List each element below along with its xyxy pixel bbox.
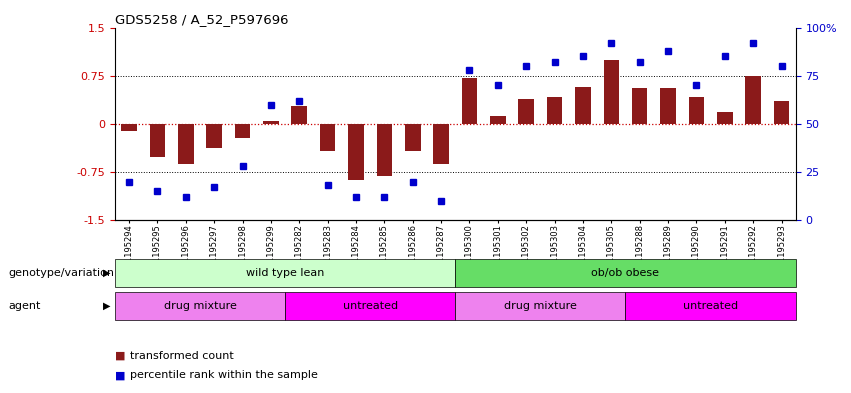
Bar [178, 124, 194, 163]
Bar [376, 124, 392, 176]
Bar [405, 124, 420, 151]
Bar [291, 107, 307, 124]
Text: agent: agent [9, 301, 41, 311]
Bar [717, 112, 733, 124]
Bar [263, 121, 278, 124]
Text: ob/ob obese: ob/ob obese [591, 268, 660, 278]
Bar [546, 97, 563, 124]
Bar [745, 75, 761, 124]
Text: GDS5258 / A_52_P597696: GDS5258 / A_52_P597696 [115, 13, 288, 26]
Text: ■: ■ [115, 351, 125, 361]
Text: ▶: ▶ [103, 301, 110, 311]
Text: percentile rank within the sample: percentile rank within the sample [130, 370, 318, 380]
Text: genotype/variation: genotype/variation [9, 268, 115, 278]
Bar [320, 124, 335, 151]
Text: wild type lean: wild type lean [246, 268, 324, 278]
Bar [774, 101, 790, 124]
Bar [518, 99, 534, 124]
Bar [575, 86, 591, 124]
Bar [461, 77, 477, 124]
Bar [660, 88, 676, 124]
Bar [688, 97, 705, 124]
Bar [433, 124, 449, 163]
Text: drug mixture: drug mixture [163, 301, 237, 311]
Bar [235, 124, 250, 138]
Text: drug mixture: drug mixture [504, 301, 577, 311]
Bar [631, 88, 648, 124]
Text: transformed count: transformed count [130, 351, 234, 361]
Bar [603, 60, 620, 124]
Text: untreated: untreated [683, 301, 738, 311]
Bar [121, 124, 137, 132]
Text: untreated: untreated [343, 301, 397, 311]
Bar [206, 124, 222, 148]
Text: ▶: ▶ [103, 268, 110, 278]
Bar [150, 124, 165, 157]
Text: ■: ■ [115, 370, 125, 380]
Bar [348, 124, 364, 180]
Bar [490, 116, 505, 124]
